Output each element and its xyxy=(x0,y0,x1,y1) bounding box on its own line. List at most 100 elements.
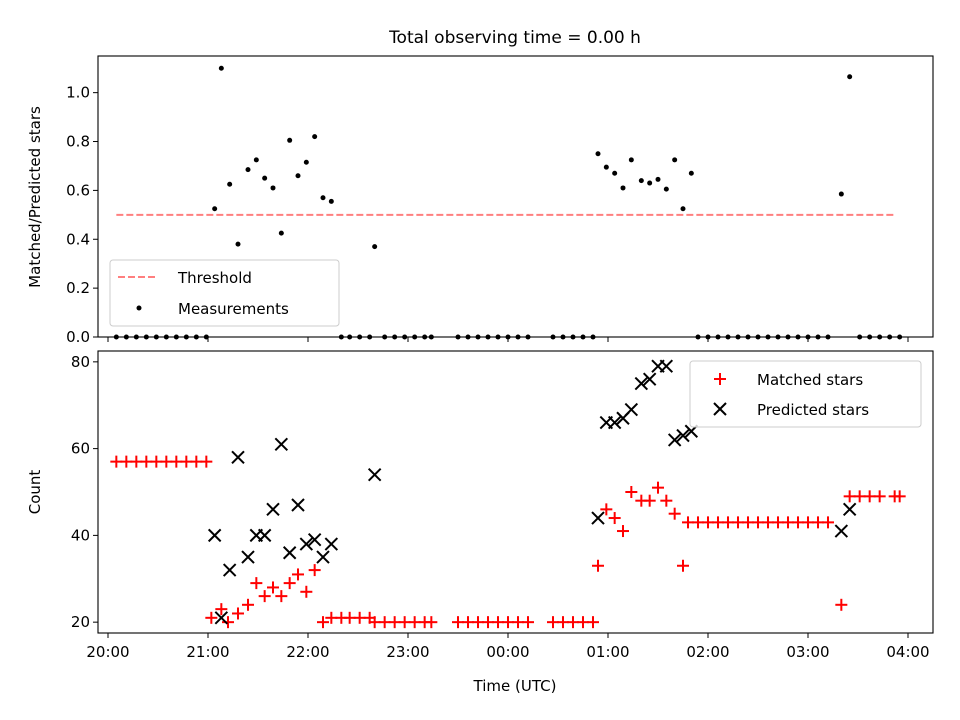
x-tick-label: 00:00 xyxy=(486,643,529,661)
predicted-legend-swatch xyxy=(713,402,727,416)
predicted-star-point xyxy=(274,437,289,451)
measurement-point xyxy=(227,181,233,187)
predicted-star-point xyxy=(291,498,305,512)
predicted-legend-label: Predicted stars xyxy=(757,401,869,419)
predicted-star-point xyxy=(634,376,649,391)
predicted-star-point xyxy=(222,563,237,577)
predicted-star-point xyxy=(834,524,849,538)
predicted-star-point xyxy=(307,533,322,547)
predicted-star-point xyxy=(241,550,255,564)
count-plot-area xyxy=(110,359,906,629)
predicted-star-point xyxy=(316,550,330,564)
x-tick-label: 23:00 xyxy=(386,643,429,661)
matched-star-point xyxy=(592,559,604,572)
count-x-ticks: 20:00 21:00 22:00 23:00 00:00 01:00 02:00 03:00… xyxy=(86,633,930,661)
matched-star-point xyxy=(308,564,321,577)
matched-star-point xyxy=(267,581,279,594)
count-plot-frame xyxy=(97,350,934,634)
predicted-star-point xyxy=(282,546,297,560)
matched-star-point xyxy=(250,577,263,590)
matched-star-point xyxy=(222,616,234,629)
count-y-tick-label: 60 xyxy=(71,440,90,458)
x-tick-label: 01:00 xyxy=(586,643,629,661)
predicted-star-point xyxy=(214,611,229,625)
matched-star-point xyxy=(317,616,329,629)
measurement-point xyxy=(663,186,669,192)
matched-star-point xyxy=(425,616,438,629)
x-tick-label: 20:00 xyxy=(86,643,129,661)
matched-legend-label: Matched stars xyxy=(757,371,863,389)
matched-star-point xyxy=(587,616,599,629)
measurement-point xyxy=(688,170,694,176)
measurement-point xyxy=(328,198,334,204)
x-tick-label: 02:00 xyxy=(686,643,729,661)
matched-star-point xyxy=(215,603,228,616)
matched-legend-swatch xyxy=(714,373,726,385)
measurement-point xyxy=(680,206,686,212)
measurement-point xyxy=(287,137,293,143)
measurement-point xyxy=(595,151,601,157)
count-legend: Matched stars Predicted stars xyxy=(689,360,922,428)
x-axis-label: Time (UTC) xyxy=(473,677,557,695)
x-tick-label: 21:00 xyxy=(186,643,229,661)
predicted-star-point xyxy=(299,537,314,551)
predicted-star-point xyxy=(842,502,857,517)
matched-star-point xyxy=(660,494,673,507)
predicted-star-point xyxy=(607,415,622,430)
matched-star-point xyxy=(232,607,244,620)
ratio-y-tick-label: 0.6 xyxy=(66,181,90,199)
matched-star-point xyxy=(300,585,313,598)
predicted-star-point xyxy=(624,402,639,417)
matched-star-point xyxy=(835,598,848,611)
predicted-star-point xyxy=(257,528,272,543)
count-legend-box xyxy=(689,360,922,428)
matched-star-point xyxy=(625,486,638,498)
measurements-legend-label: Measurements xyxy=(178,300,289,318)
matched-star-point xyxy=(275,590,288,603)
predicted-star-point xyxy=(207,528,222,543)
measurement-point xyxy=(655,176,661,182)
matched-star-point xyxy=(205,611,218,624)
ratio-y-ticks: 0.0 0.2 0.4 0.6 0.8 1.0 xyxy=(66,84,98,346)
ratio-y-tick-label: 0.0 xyxy=(66,328,90,346)
ratio-y-tick-label: 0.8 xyxy=(66,133,90,151)
measurement-point xyxy=(312,134,318,140)
matched-star-point xyxy=(283,577,296,590)
measurement-point xyxy=(320,195,326,201)
matched-star-point xyxy=(200,455,213,468)
matched-star-point xyxy=(242,598,254,611)
count-y-ticks: 20 40 60 80 xyxy=(71,353,98,631)
matched-star-point xyxy=(258,590,271,603)
matched-star-point xyxy=(668,507,681,520)
measurement-point xyxy=(372,244,378,250)
measurement-point xyxy=(603,164,609,170)
measurement-point xyxy=(647,180,653,186)
measurement-point xyxy=(295,173,301,179)
measurement-point xyxy=(838,191,844,197)
measurement-point xyxy=(218,65,224,71)
matched-star-point xyxy=(677,559,689,572)
threshold-legend-label: Threshold xyxy=(177,269,252,287)
measurement-point xyxy=(847,74,853,80)
matched-star-point xyxy=(822,516,834,529)
matched-star-point xyxy=(292,568,304,581)
matched-star-point xyxy=(608,512,621,525)
matched-star-point xyxy=(873,490,886,503)
count-y-tick-label: 40 xyxy=(71,526,90,544)
ratio-plot-area xyxy=(113,65,903,340)
measurement-point xyxy=(612,170,618,176)
predicted-star-point xyxy=(324,537,339,551)
predicted-star-point xyxy=(659,359,674,373)
x-tick-label: 04:00 xyxy=(886,643,929,661)
measurement-point xyxy=(303,159,309,165)
measurement-point xyxy=(638,178,644,184)
measurement-point xyxy=(672,157,678,163)
matched-star-point xyxy=(643,494,656,507)
measurement-point xyxy=(270,185,276,191)
measurements-legend-swatch xyxy=(136,305,142,311)
predicted-star-point xyxy=(367,467,382,482)
measurement-point xyxy=(278,230,284,236)
count-panel: 20 40 60 80 20:00 21:00 22:00 23:00 00:00 01:00 0… xyxy=(26,350,934,695)
